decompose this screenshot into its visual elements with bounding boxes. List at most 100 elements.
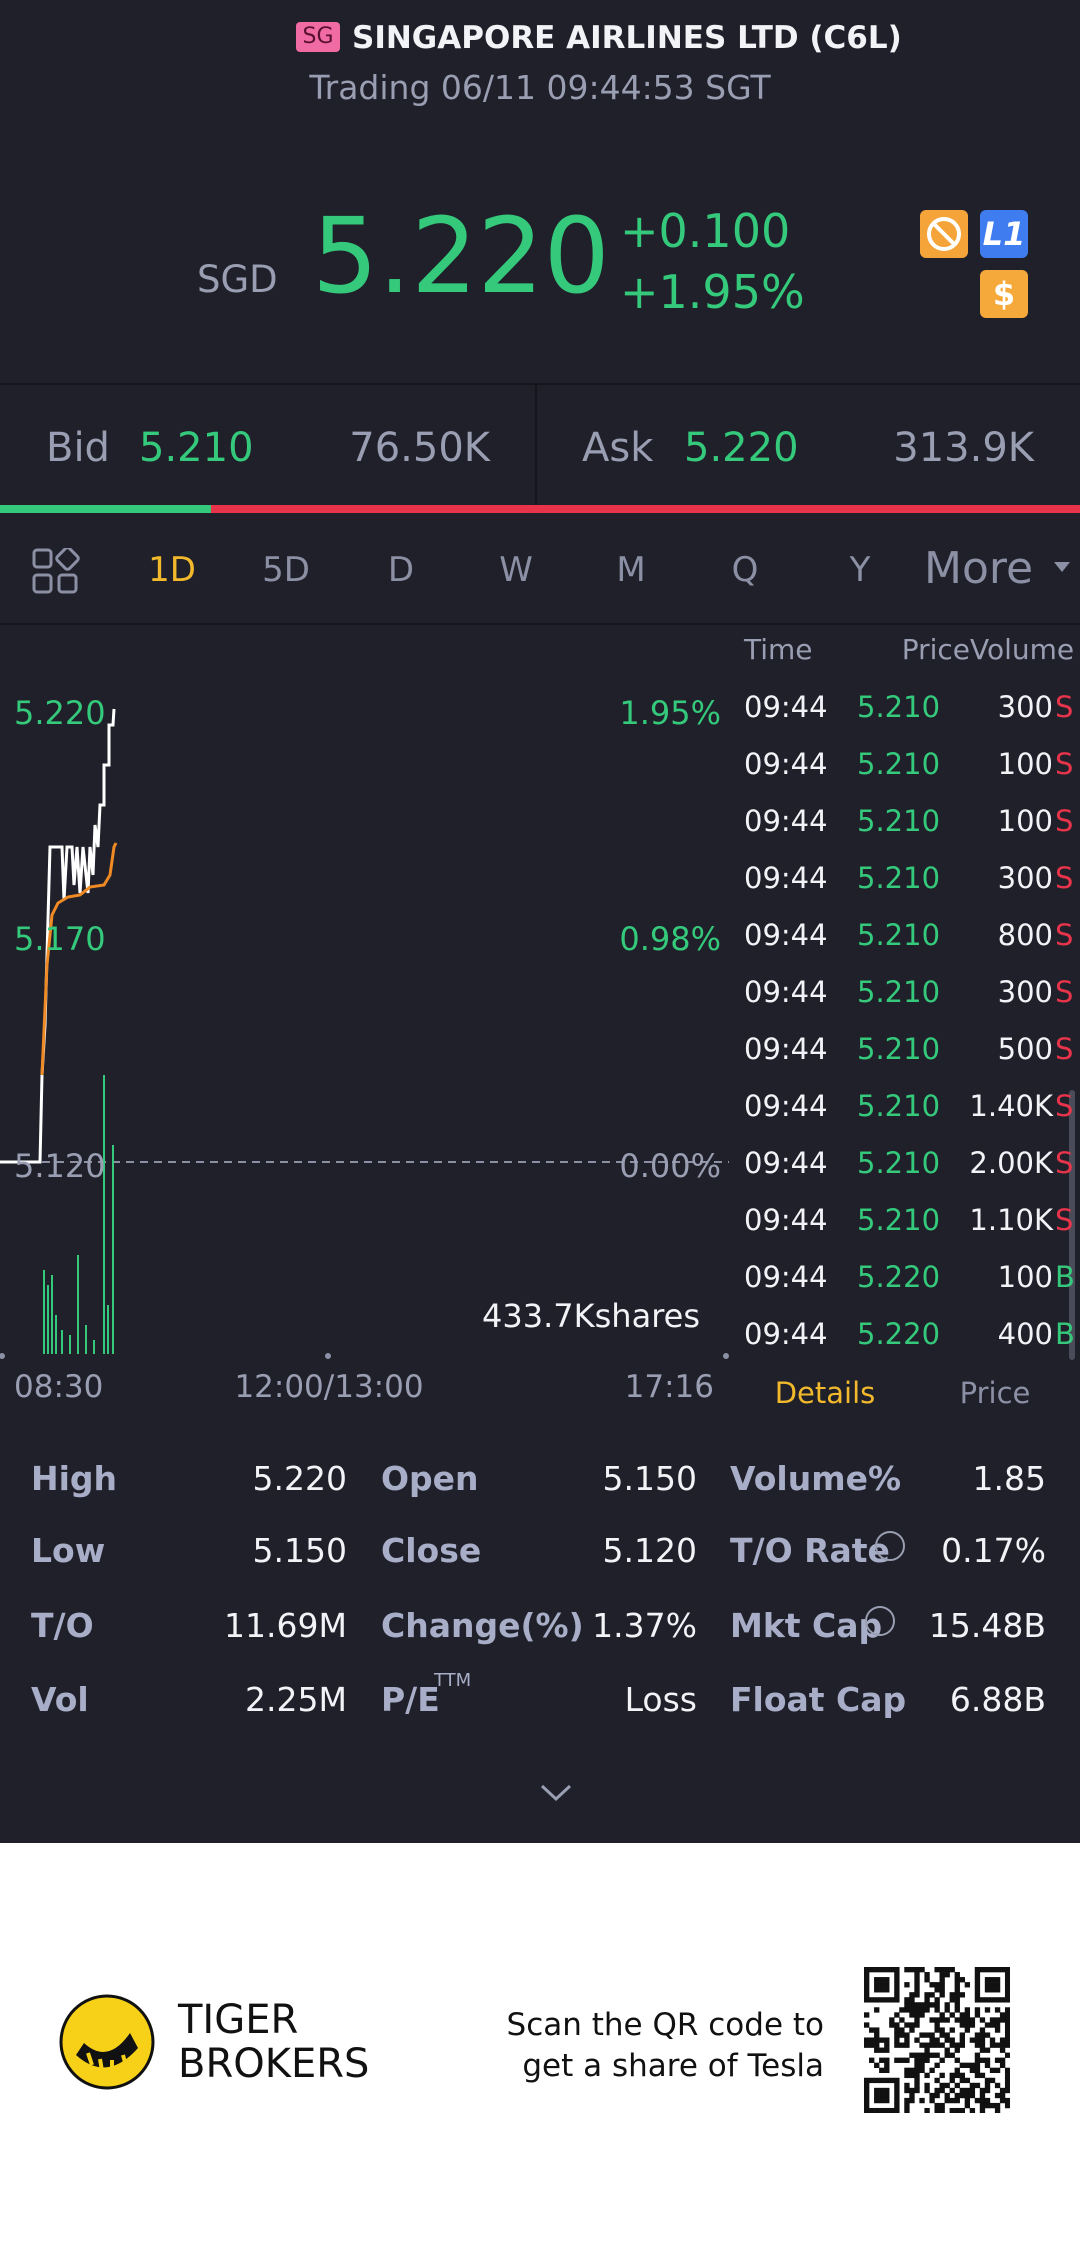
qr-cell bbox=[999, 2092, 1006, 2099]
qr-cell bbox=[929, 1992, 935, 1998]
qr-cell bbox=[864, 2087, 870, 2094]
qr-cell bbox=[884, 2092, 890, 2099]
qr-cell bbox=[879, 2057, 885, 2063]
qr-cell bbox=[864, 1967, 870, 1973]
qr-cell bbox=[1004, 2012, 1010, 2018]
stat-value: 5.120 bbox=[602, 1531, 697, 1570]
qr-cell bbox=[939, 2107, 945, 2113]
qr-cell bbox=[959, 2012, 965, 2018]
qr-cell bbox=[929, 2097, 935, 2104]
qr-cell bbox=[964, 2062, 971, 2068]
layout-icon[interactable] bbox=[32, 548, 80, 596]
more-caret[interactable] bbox=[1054, 562, 1070, 572]
tick-time: 09:44 bbox=[744, 1203, 828, 1237]
qr-cell bbox=[904, 2022, 910, 2028]
info-icon[interactable] bbox=[875, 1531, 905, 1561]
qr-cell bbox=[884, 1987, 890, 1993]
period-tab[interactable]: Y bbox=[849, 550, 871, 590]
period-tab[interactable]: Q bbox=[731, 550, 759, 590]
qr-cell bbox=[914, 2067, 920, 2074]
qr-cell bbox=[964, 2087, 971, 2094]
divider bbox=[0, 383, 1080, 385]
qr-cell bbox=[959, 2087, 965, 2094]
pct-axis-label: 1.95% bbox=[619, 694, 721, 732]
period-tab[interactable]: 1D bbox=[148, 550, 196, 590]
qr-cell bbox=[889, 2077, 895, 2084]
qr-cell bbox=[934, 2062, 940, 2068]
qr-cell bbox=[979, 2027, 986, 2033]
qr-cell bbox=[994, 1982, 1001, 1988]
qr-cell bbox=[929, 2092, 935, 2099]
price-axis-label: 5.170 bbox=[14, 920, 106, 958]
tick-volume: 500 bbox=[997, 1032, 1053, 1066]
qr-cell bbox=[1004, 1992, 1010, 1998]
qr-cell bbox=[974, 1967, 981, 1973]
period-tab[interactable]: 5D bbox=[262, 550, 310, 590]
qr-cell bbox=[924, 2032, 930, 2038]
tick-time: 09:44 bbox=[744, 1089, 828, 1123]
price-axis-label: 5.120 bbox=[14, 1147, 106, 1185]
volume-bars bbox=[43, 1075, 114, 1354]
status-icon[interactable] bbox=[920, 210, 970, 260]
qr-cell bbox=[904, 2072, 910, 2079]
qr-cell bbox=[904, 2082, 910, 2089]
qr-cell bbox=[904, 2007, 910, 2013]
period-tab[interactable]: M bbox=[616, 550, 646, 590]
qr-cell bbox=[989, 2037, 996, 2043]
qr-cell bbox=[919, 2057, 925, 2063]
qr-cell bbox=[979, 2017, 986, 2023]
qr-cell bbox=[974, 2072, 981, 2079]
qr-cell bbox=[949, 1997, 955, 2003]
qr-cell bbox=[979, 1997, 986, 2003]
qr-cell bbox=[969, 2017, 976, 2023]
qr-cell bbox=[939, 2032, 945, 2038]
qr-cell bbox=[989, 2022, 996, 2028]
qr-cell bbox=[919, 2052, 925, 2058]
expand-chevron[interactable] bbox=[538, 1782, 574, 1804]
qr-cell bbox=[869, 1967, 875, 1973]
qr-cell bbox=[939, 2072, 945, 2079]
tick-side: S bbox=[1055, 690, 1074, 724]
qr-cell bbox=[979, 2032, 986, 2038]
time-axis-label: 08:30 bbox=[14, 1369, 104, 1405]
qr-cell bbox=[934, 1997, 940, 2003]
qr-cell bbox=[964, 1982, 971, 1988]
qr-cell bbox=[869, 2077, 875, 2084]
pct-axis-label: 0.98% bbox=[619, 920, 721, 958]
qr-cell bbox=[929, 1982, 935, 1988]
info-icon[interactable] bbox=[865, 1606, 895, 1636]
level-icon[interactable]: L1 bbox=[980, 210, 1028, 258]
bid-bar bbox=[0, 505, 211, 513]
qr-cell bbox=[914, 2002, 920, 2008]
more-tab[interactable]: More bbox=[924, 543, 1034, 594]
currency-icon[interactable]: $ bbox=[980, 270, 1028, 318]
qr-cell bbox=[949, 1992, 955, 1998]
tick-side: S bbox=[1055, 918, 1074, 952]
qr-cell bbox=[1004, 2042, 1010, 2048]
qr-cell bbox=[879, 2067, 885, 2074]
qr-cell bbox=[864, 2012, 870, 2018]
period-tab[interactable]: W bbox=[499, 550, 533, 590]
market-badge: SG bbox=[296, 22, 340, 52]
side-tab[interactable]: Price bbox=[959, 1376, 1031, 1410]
intraday-chart bbox=[0, 708, 729, 1359]
qr-cell bbox=[974, 2007, 981, 2013]
qr-cell bbox=[879, 2097, 885, 2104]
period-tab[interactable]: D bbox=[387, 550, 415, 590]
qr-cell bbox=[884, 2067, 890, 2074]
qr-cell bbox=[959, 1992, 965, 1998]
qr-cell bbox=[964, 2012, 971, 2018]
tick-volume: 100 bbox=[997, 747, 1053, 781]
qr-cell bbox=[984, 2082, 991, 2089]
qr-cell bbox=[1004, 2087, 1010, 2094]
tick-price: 5.210 bbox=[857, 975, 941, 1009]
qr-cell bbox=[884, 2077, 890, 2084]
qr-cell bbox=[994, 1987, 1001, 1993]
qr-cell bbox=[924, 2107, 930, 2113]
qr-cell bbox=[934, 2017, 940, 2023]
qr-cell bbox=[914, 1992, 920, 1998]
side-tab[interactable]: Details bbox=[774, 1376, 876, 1410]
qr-cell bbox=[914, 2057, 920, 2063]
qr-cell bbox=[919, 2067, 925, 2074]
qr-cell bbox=[934, 2022, 940, 2028]
